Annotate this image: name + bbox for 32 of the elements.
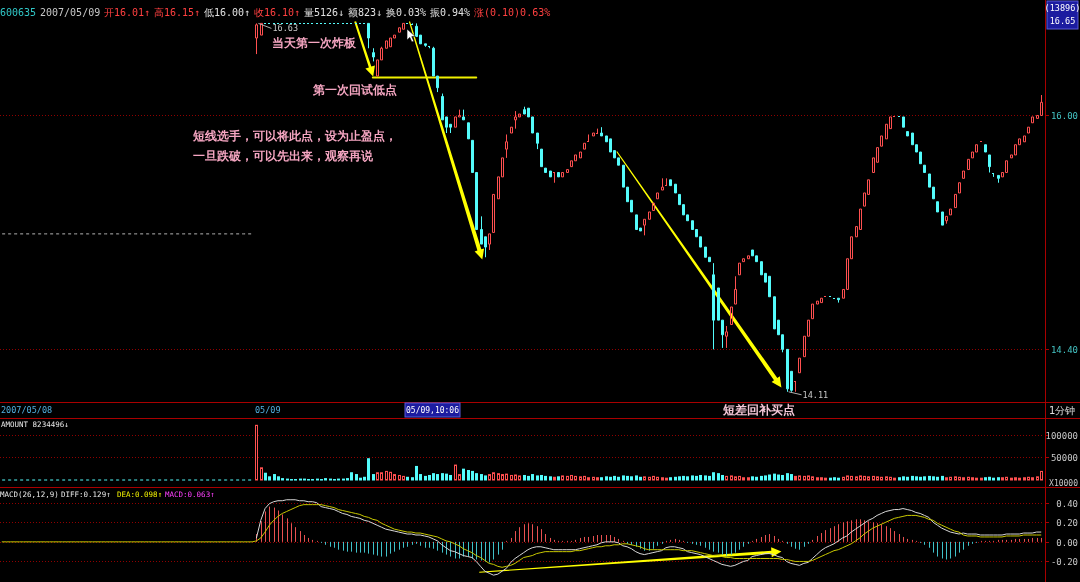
annotation: 第一次回试低点	[312, 83, 397, 97]
text: X10000	[1049, 478, 1079, 488]
annotation: 额823↓	[348, 6, 383, 18]
y-tick-label: 0.20	[1056, 517, 1078, 528]
y-tick-label: -0.20	[1050, 556, 1078, 567]
annotation: 低16.00↑	[204, 6, 251, 18]
annotation: 2007/05/09	[40, 6, 101, 18]
annotation: 16.63	[272, 23, 299, 34]
annotation: 振0.94%	[430, 6, 471, 18]
text: 1分钟	[1049, 404, 1076, 416]
annotation: 600635	[0, 6, 37, 18]
text: (13896)	[1044, 3, 1080, 13]
annotation: 换0.03%	[386, 6, 427, 18]
y-tick-label: 16.00	[1050, 110, 1078, 121]
y-tick-label: 50000	[1050, 452, 1078, 463]
text: 16.65	[1049, 16, 1076, 26]
y-tick-label: 100000	[1045, 430, 1078, 441]
annotation: 高16.15↑	[154, 6, 201, 18]
y-tick-label: 0.40	[1056, 498, 1078, 509]
annotation: 短线选手，可以将此点，设为止盈点，一旦跌破，可以先出来，观察再说	[193, 128, 398, 165]
annotation: 涨(0.10)0.63%	[474, 6, 551, 18]
text: 短差回补买点	[722, 403, 795, 417]
y-tick-label: 0.00	[1056, 537, 1078, 548]
annotation: 收16.10↑	[254, 6, 301, 18]
y-tick-label: 14.40	[1050, 344, 1078, 355]
text: 05/09,10:06	[406, 405, 460, 415]
annotation: 开16.01↑	[104, 6, 151, 18]
annotation: 14.11	[802, 389, 829, 400]
annotation: 量5126↓	[304, 6, 345, 18]
text: 05/09	[255, 405, 281, 415]
text: 2007/05/08	[1, 405, 53, 415]
annotation: 当天第一次炸板	[272, 36, 357, 50]
